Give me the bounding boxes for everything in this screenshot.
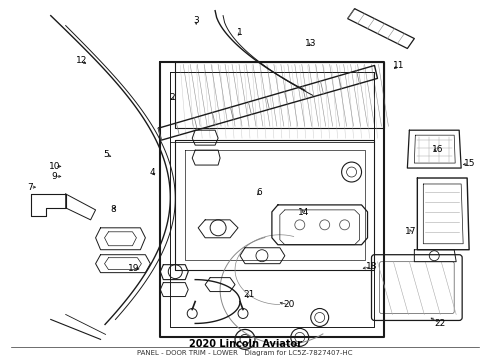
Text: 2: 2: [169, 93, 174, 102]
Text: 4: 4: [149, 168, 155, 177]
Text: 10: 10: [49, 162, 60, 171]
Text: 5: 5: [103, 150, 109, 159]
Text: 22: 22: [435, 319, 446, 328]
Text: 6: 6: [257, 188, 263, 197]
Text: 17: 17: [405, 228, 416, 237]
Text: 1: 1: [237, 28, 243, 37]
Text: 8: 8: [110, 205, 116, 214]
Text: 2020 Lincoln Aviator: 2020 Lincoln Aviator: [189, 339, 301, 349]
Text: 13: 13: [305, 39, 317, 48]
Text: PANEL - DOOR TRIM - LOWER   Diagram for LC5Z-7827407-HC: PANEL - DOOR TRIM - LOWER Diagram for LC…: [137, 350, 353, 356]
Text: 18: 18: [366, 262, 378, 271]
Text: 15: 15: [464, 159, 475, 168]
Text: 11: 11: [393, 61, 405, 70]
Text: 9: 9: [52, 172, 57, 181]
Text: 14: 14: [298, 208, 309, 217]
Text: 19: 19: [128, 265, 140, 274]
Text: 20: 20: [283, 300, 294, 309]
Text: 7: 7: [27, 183, 33, 192]
Text: 3: 3: [194, 16, 199, 25]
Text: 16: 16: [432, 145, 443, 154]
Text: 21: 21: [243, 289, 255, 298]
Text: 12: 12: [76, 57, 87, 66]
